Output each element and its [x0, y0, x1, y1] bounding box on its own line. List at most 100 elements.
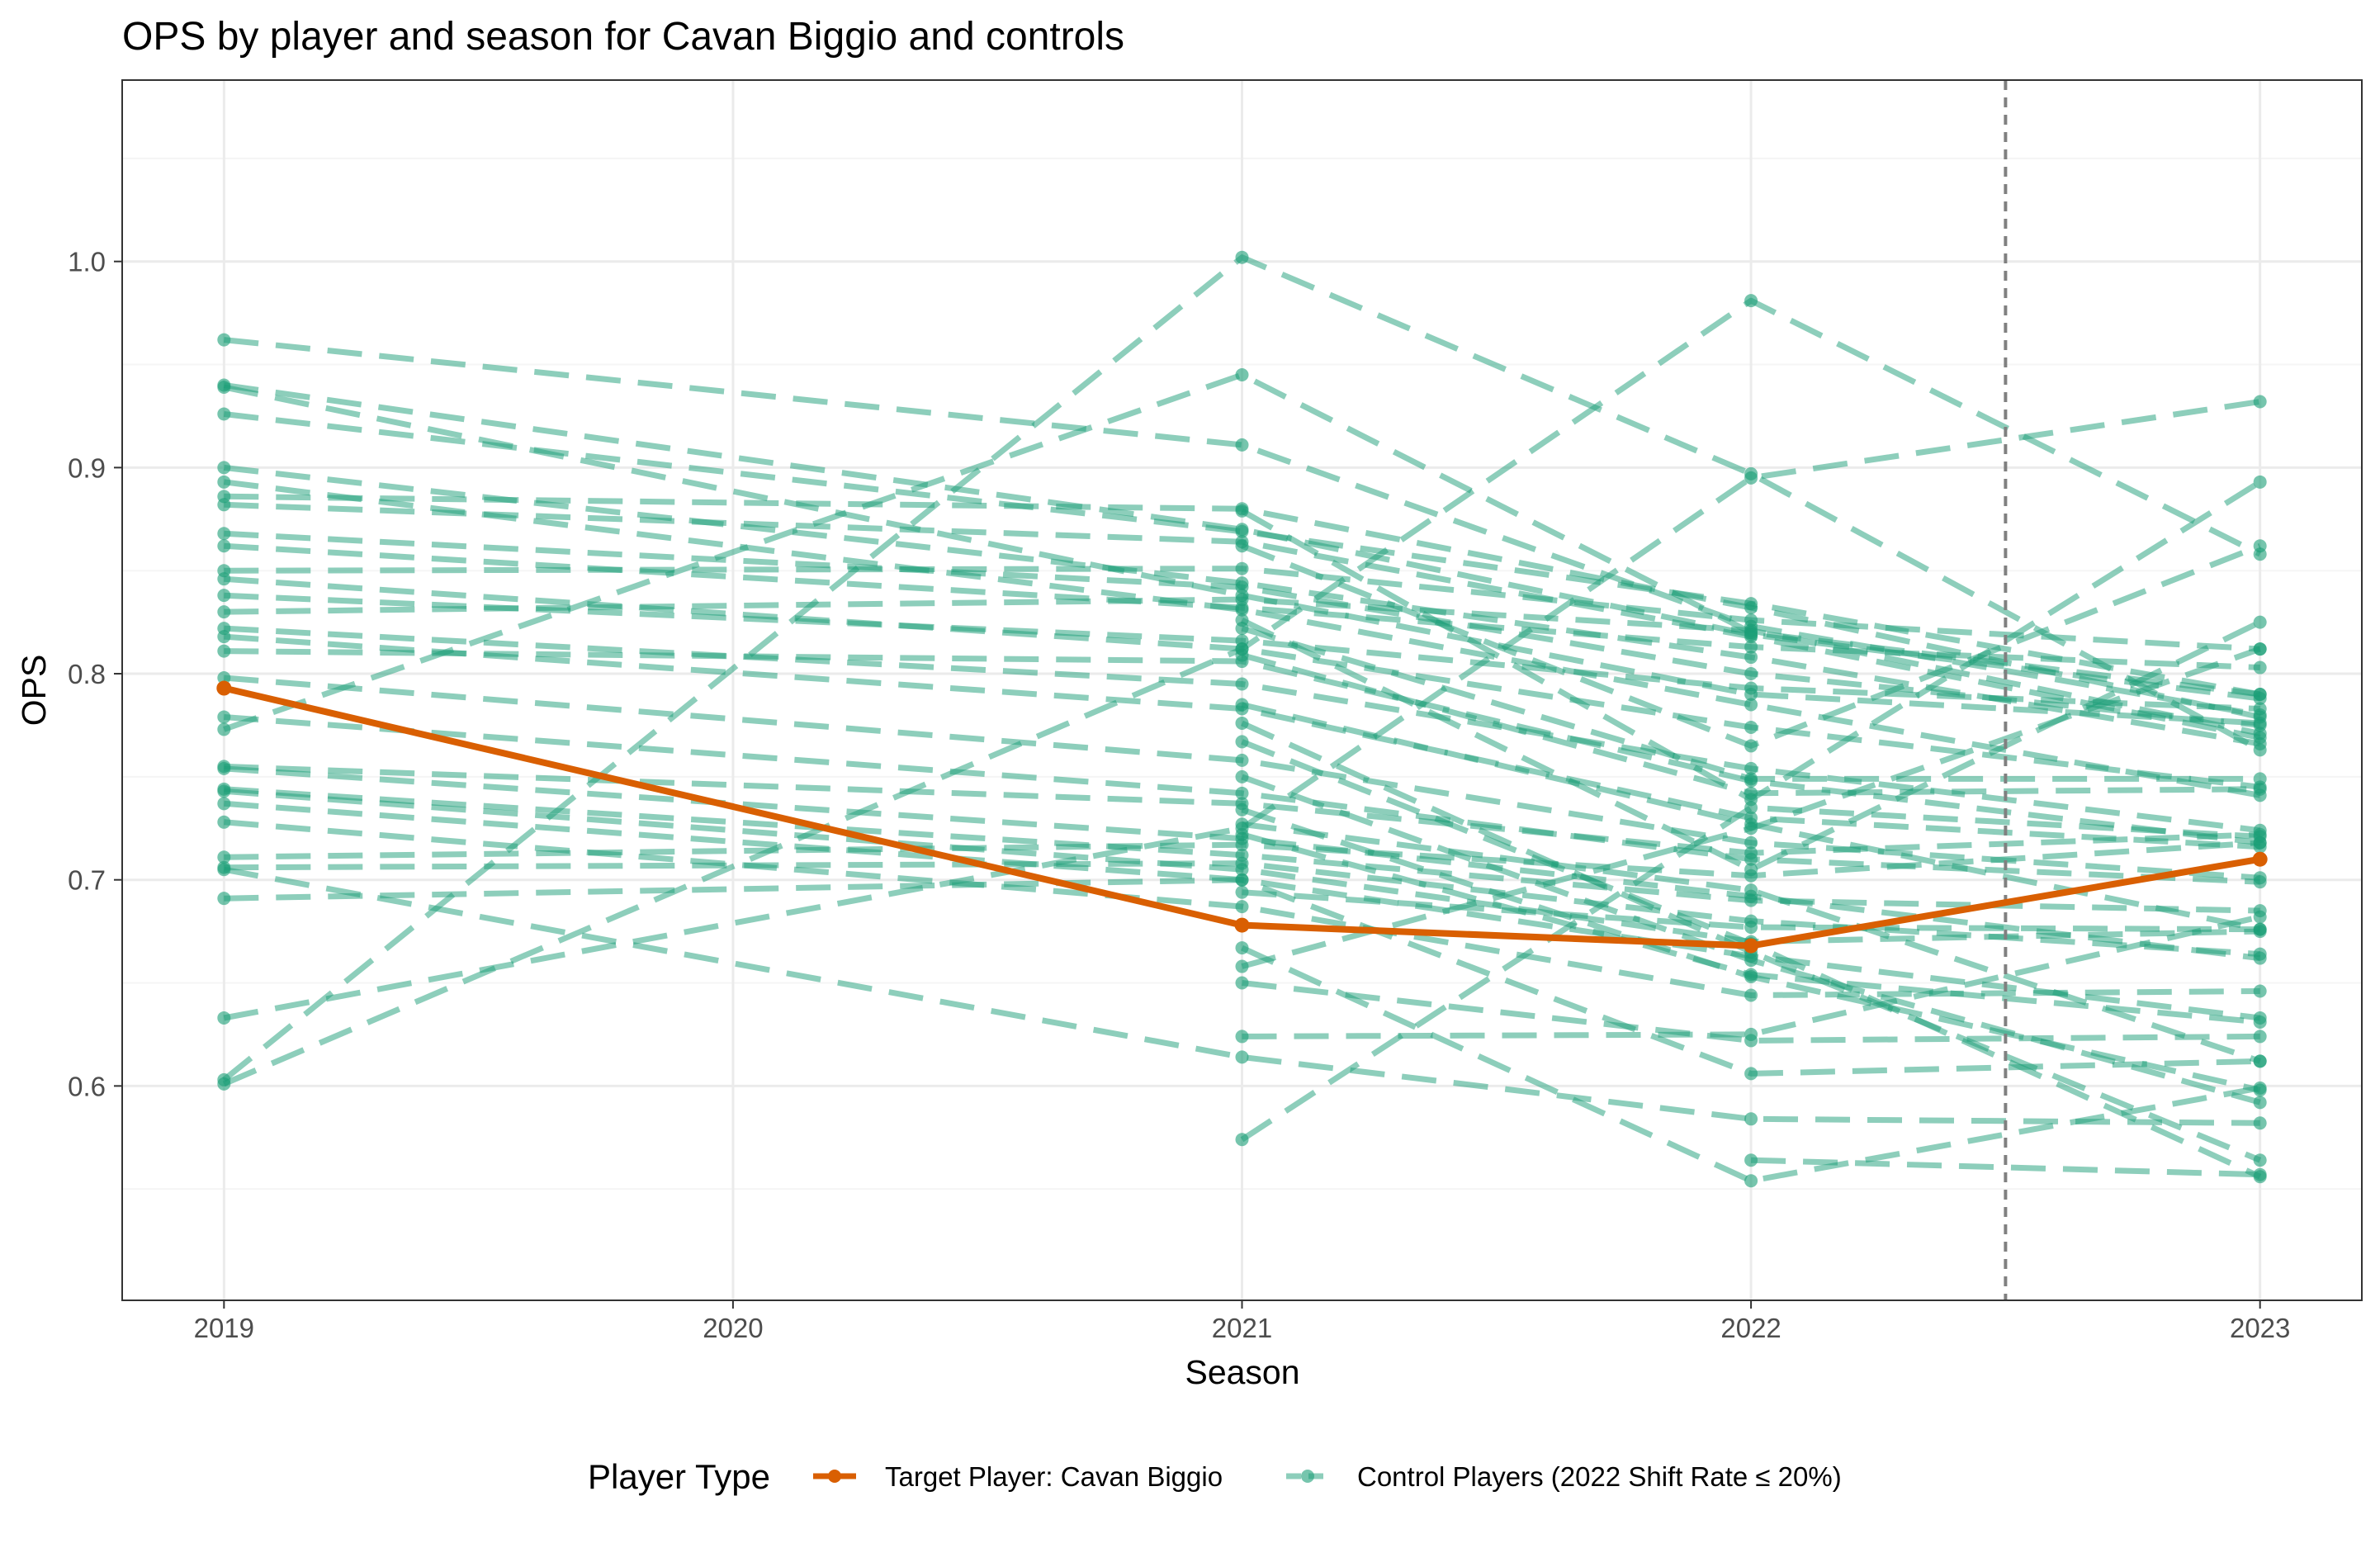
control-data-point — [1235, 622, 1249, 636]
control-data-point — [1235, 524, 1249, 538]
control-series-line — [224, 819, 2260, 998]
control-data-point — [1744, 698, 1758, 712]
control-data-point — [2253, 743, 2267, 757]
control-data-point — [1235, 817, 1249, 831]
x-tick-label: 2020 — [703, 1313, 763, 1343]
control-data-point — [2253, 1030, 2267, 1044]
control-data-point — [2253, 702, 2267, 716]
control-data-point — [1744, 601, 1758, 615]
control-data-point — [217, 850, 231, 864]
control-data-point — [1235, 873, 1249, 887]
control-data-point — [217, 761, 231, 775]
control-data-point — [217, 407, 231, 421]
control-series-20 — [217, 368, 2267, 736]
y-axis: 0.6 0.7 0.8 0.9 1.0 — [68, 247, 122, 1101]
control-data-point — [1235, 827, 1249, 841]
control-data-point — [1744, 640, 1758, 654]
control-data-point — [2253, 1167, 2267, 1181]
control-data-point — [217, 630, 231, 644]
control-data-point — [217, 722, 231, 736]
control-data-point — [217, 572, 231, 586]
control-series-line — [224, 840, 2260, 879]
control-series-35 — [1235, 539, 2267, 753]
control-data-point — [2253, 772, 2267, 786]
control-data-point — [1744, 739, 1758, 753]
legend-key-target-point — [828, 1470, 841, 1483]
control-data-point — [1744, 613, 1758, 627]
control-series-line — [223, 479, 2261, 798]
control-data-point — [1744, 1027, 1758, 1041]
control-data-point — [2253, 947, 2267, 961]
control-data-point — [217, 863, 231, 877]
control-data-point — [1235, 561, 1249, 575]
control-series-line — [224, 566, 2260, 652]
control-series-line — [1242, 914, 2261, 1039]
control-series-47 — [1235, 941, 2267, 1188]
control-data-point — [1235, 504, 1249, 518]
control-data-point — [2253, 1054, 2267, 1068]
control-series-45 — [1235, 827, 2267, 1029]
control-data-point — [1744, 954, 1758, 968]
control-series-38 — [1235, 648, 2267, 800]
control-data-point — [2253, 395, 2267, 409]
control-data-point — [1744, 1153, 1758, 1167]
control-data-point — [1744, 626, 1758, 640]
control-data-point — [217, 475, 231, 489]
control-data-point — [2253, 922, 2267, 936]
control-data-point — [217, 605, 231, 619]
y-tick-label: 1.0 — [68, 247, 106, 277]
control-series-line — [1751, 1157, 2260, 1178]
control-data-point — [1744, 681, 1758, 695]
control-data-point — [1235, 677, 1249, 691]
legend-label-target: Target Player: Cavan Biggio — [885, 1461, 1223, 1492]
control-data-point — [1744, 1067, 1758, 1081]
control-series-42 — [1235, 769, 2267, 1110]
x-axis: 2019 2020 2021 2022 2023 — [194, 1300, 2290, 1343]
control-series-line — [1242, 980, 2260, 1044]
control-data-point — [2253, 984, 2267, 998]
control-data-point — [1235, 838, 1249, 852]
legend: Player Type Target Player: Cavan Biggio … — [588, 1457, 1842, 1496]
control-data-point — [2253, 660, 2267, 675]
control-data-point — [217, 644, 231, 658]
control-data-point — [1235, 368, 1249, 382]
x-tick-label: 2019 — [194, 1313, 254, 1343]
control-data-point — [2253, 1153, 2267, 1167]
control-data-point — [217, 589, 231, 603]
control-data-point — [1235, 1050, 1249, 1064]
control-data-point — [1744, 786, 1758, 800]
control-data-point — [2253, 875, 2267, 889]
control-series-line — [1240, 804, 2260, 1143]
control-data-point — [1744, 846, 1758, 860]
y-tick-label: 0.9 — [68, 452, 106, 483]
control-data-point — [1235, 735, 1249, 749]
control-data-point — [217, 710, 231, 724]
control-data-point — [217, 671, 231, 685]
control-data-point — [217, 333, 231, 347]
control-data-point — [1235, 698, 1249, 712]
control-series-line — [1241, 720, 2262, 1163]
control-data-point — [1744, 893, 1758, 907]
control-data-point — [2253, 782, 2267, 796]
control-data-point — [1744, 667, 1758, 681]
control-series-50 — [1235, 910, 2267, 1044]
control-data-point — [1235, 786, 1249, 800]
control-series-line — [224, 596, 2261, 736]
control-data-point — [1235, 753, 1249, 767]
control-data-point — [2253, 830, 2267, 844]
control-data-point — [217, 815, 231, 829]
control-data-point — [217, 527, 231, 541]
legend-key-control-point — [1301, 1470, 1314, 1483]
control-series-line — [1242, 821, 2261, 1064]
control-series-37 — [1235, 622, 2267, 786]
target-data-point — [1234, 917, 1250, 933]
target-data-point — [1744, 938, 1759, 954]
control-data-point — [1744, 883, 1758, 897]
x-tick-label: 2021 — [1212, 1313, 1272, 1343]
control-series-48 — [1235, 642, 2267, 973]
control-data-point — [1235, 539, 1249, 553]
control-data-point — [1744, 968, 1758, 982]
control-series-51 — [1235, 801, 2267, 1147]
